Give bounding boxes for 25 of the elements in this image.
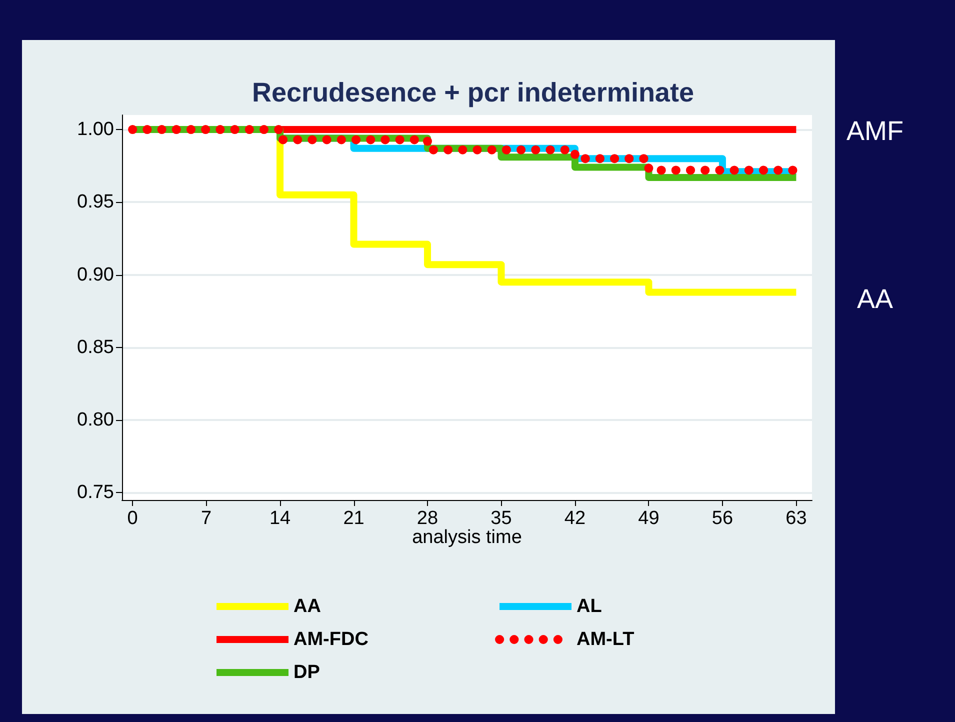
x-tick-label: 56 [712,508,734,529]
x-tick-label: 21 [343,508,364,529]
x-tick-label: 28 [416,508,438,529]
x-tick-label: 0 [127,508,138,529]
legend-label: AL [576,596,602,617]
y-tick-label: 0.75 [77,482,114,504]
x-tick-label: 42 [564,508,586,529]
x-tick-label: 35 [490,508,512,529]
chart-title: Recrudesence + pcr indeterminate [252,78,694,108]
x-tick-label: 7 [200,508,212,529]
y-tick-label: 0.90 [77,264,114,286]
legend-label: AA [294,596,322,617]
y-tick-label: 1.00 [77,119,114,140]
legend-label: AM-FDC [294,629,369,650]
legend-label: DP [294,662,320,683]
text: AMF [846,116,904,146]
y-tick-label: 0.80 [77,410,114,431]
x-tick-label: 49 [638,508,660,529]
y-tick-label: 0.85 [77,336,114,358]
y-tick-label: 0.95 [77,192,114,213]
x-axis-title: analysis time [412,527,522,548]
x-tick-label: 63 [786,508,807,529]
x-tick-label: 14 [269,508,292,529]
legend-label: AM-LT [576,629,635,650]
text: AA [856,284,894,314]
